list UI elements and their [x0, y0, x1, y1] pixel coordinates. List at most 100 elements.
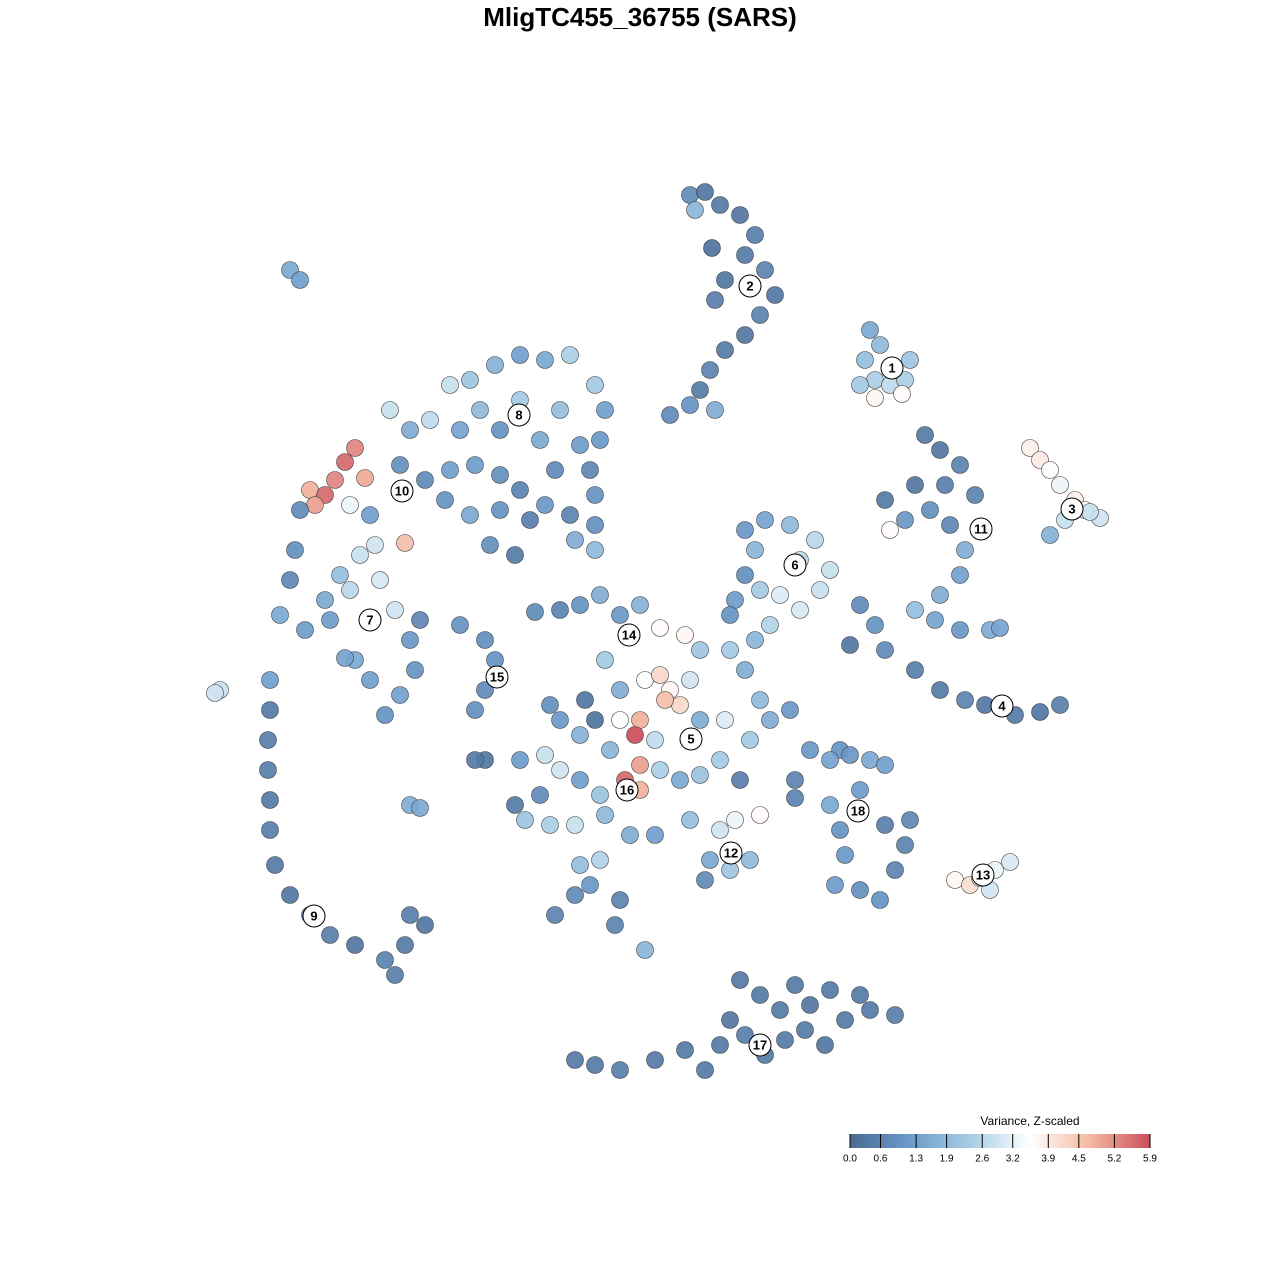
cluster-label: 4: [998, 698, 1006, 713]
point: [906, 601, 924, 619]
point: [861, 1001, 879, 1019]
point: [611, 606, 629, 624]
colorbar-title: Variance, Z-scaled: [980, 1114, 1079, 1128]
point: [386, 601, 404, 619]
point: [836, 846, 854, 864]
point: [756, 261, 774, 279]
point: [876, 491, 894, 509]
point: [786, 789, 804, 807]
point: [966, 486, 984, 504]
point: [566, 816, 584, 834]
colorbar-tick-label: 5.9: [1143, 1154, 1157, 1165]
point: [761, 616, 779, 634]
point: [751, 806, 769, 824]
point: [841, 636, 859, 654]
point: [886, 861, 904, 879]
point: [821, 561, 839, 579]
point: [451, 616, 469, 634]
point: [851, 781, 869, 799]
point: [586, 541, 604, 559]
point: [931, 441, 949, 459]
point: [381, 401, 399, 419]
point: [1021, 439, 1039, 457]
point: [591, 431, 609, 449]
point: [541, 696, 559, 714]
point: [831, 821, 849, 839]
point: [766, 286, 784, 304]
point: [861, 751, 879, 769]
point: [551, 401, 569, 419]
cluster-label: 5: [687, 731, 694, 746]
point: [536, 351, 554, 369]
point: [546, 461, 564, 479]
point: [466, 751, 484, 769]
point: [671, 696, 689, 714]
point: [716, 341, 734, 359]
colorbar-gradient: [850, 1134, 1150, 1148]
point: [601, 741, 619, 759]
point: [736, 246, 754, 264]
point: [266, 856, 284, 874]
point: [691, 381, 709, 399]
point: [306, 496, 324, 514]
point: [581, 876, 599, 894]
cluster-label-bg: [617, 623, 641, 647]
point: [561, 506, 579, 524]
colorbar-tick-label: 1.9: [940, 1154, 954, 1165]
point: [931, 681, 949, 699]
point: [286, 541, 304, 559]
cluster-label: 17: [753, 1037, 767, 1052]
cluster-label: 3: [1068, 501, 1075, 516]
point: [946, 871, 964, 889]
point: [631, 756, 649, 774]
cluster-label-bg: [485, 665, 509, 689]
point: [701, 851, 719, 869]
point: [361, 506, 379, 524]
point: [471, 401, 489, 419]
point: [271, 606, 289, 624]
point: [676, 1041, 694, 1059]
point: [331, 566, 349, 584]
point: [466, 701, 484, 719]
point: [751, 581, 769, 599]
point: [586, 486, 604, 504]
point: [651, 761, 669, 779]
point: [721, 1011, 739, 1029]
point: [771, 586, 789, 604]
colorbar: Variance, Z-scaled 0.0 0.6 1.3 1.9 2.6 3.2 3.9…: [843, 1114, 1157, 1164]
point: [746, 226, 764, 244]
point: [576, 691, 594, 709]
point: [591, 851, 609, 869]
point: [1051, 476, 1069, 494]
point: [596, 651, 614, 669]
point: [696, 183, 714, 201]
point: [566, 886, 584, 904]
point: [721, 641, 739, 659]
point: [711, 821, 729, 839]
point: [461, 371, 479, 389]
point: [731, 971, 749, 989]
point: [281, 886, 299, 904]
point: [491, 466, 509, 484]
point: [856, 351, 874, 369]
point: [836, 1011, 854, 1029]
point: [571, 596, 589, 614]
point: [491, 501, 509, 519]
point: [851, 596, 869, 614]
point: [491, 421, 509, 439]
point: [611, 1061, 629, 1079]
point: [581, 461, 599, 479]
cluster-label: 6: [791, 557, 798, 572]
point: [951, 621, 969, 639]
point: [401, 631, 419, 649]
point: [259, 731, 277, 749]
point: [486, 356, 504, 374]
point: [646, 731, 664, 749]
point: [481, 536, 499, 554]
point: [291, 501, 309, 519]
point: [826, 876, 844, 894]
point: [926, 611, 944, 629]
point: [571, 726, 589, 744]
colorbar-tick-label: 1.3: [909, 1154, 923, 1165]
